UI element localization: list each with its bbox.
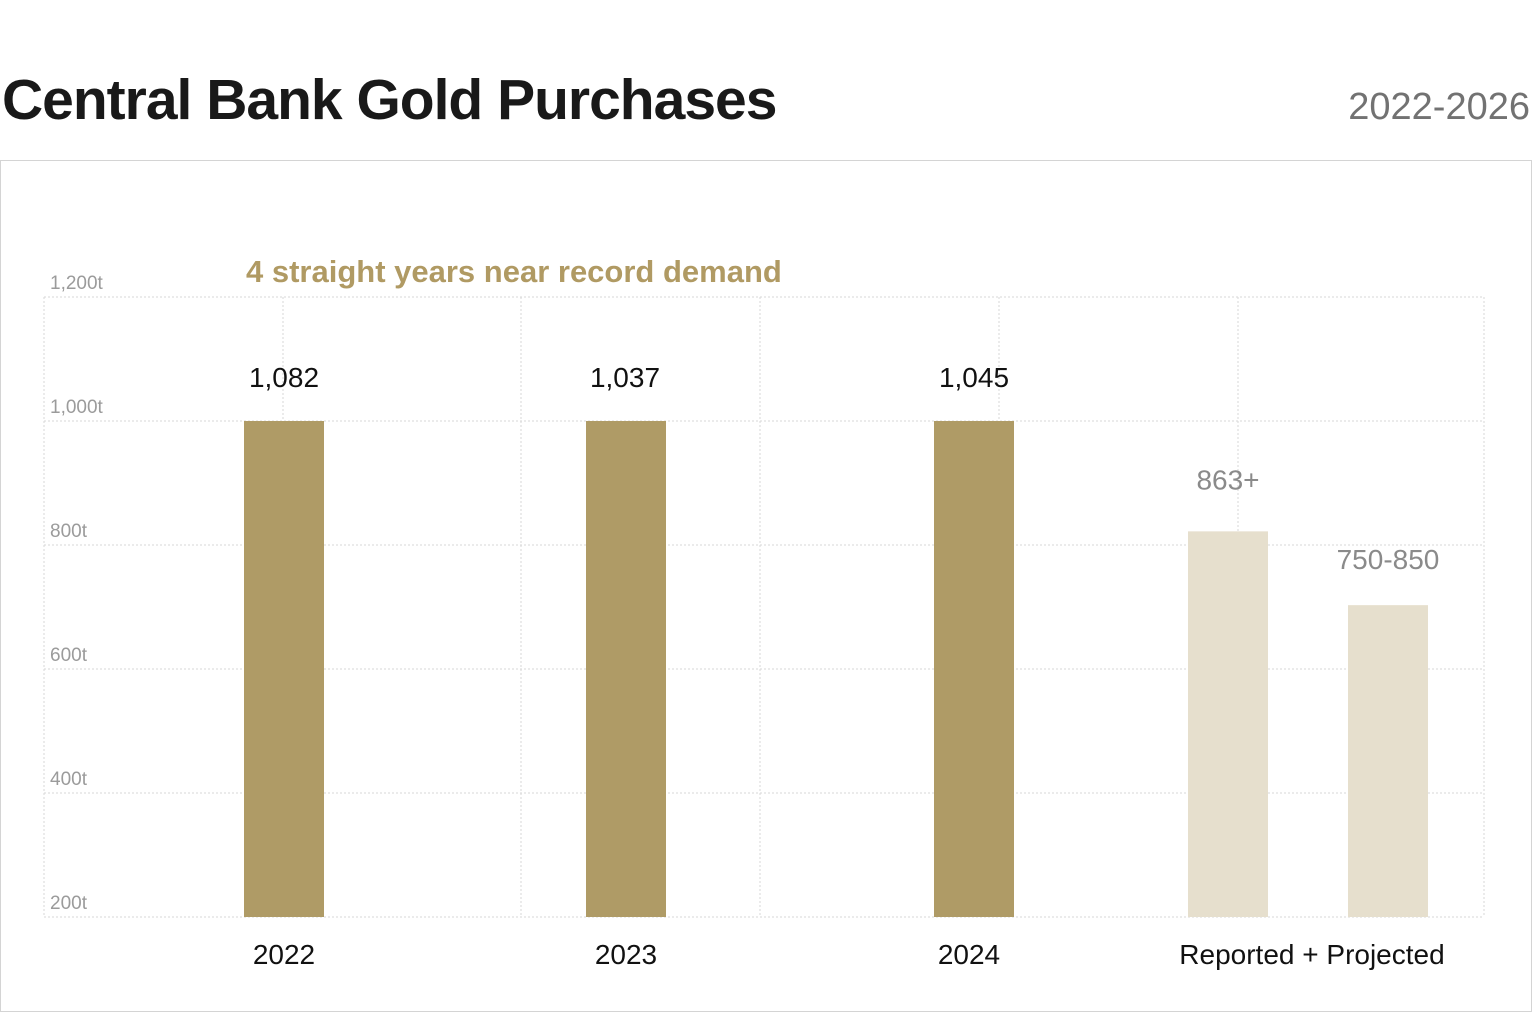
page-title: Central Bank Gold Purchases — [2, 68, 777, 132]
bar-2022 — [244, 421, 324, 917]
bar-value-label: 1,082 — [249, 362, 319, 393]
x-category-label: 2024 — [938, 939, 1000, 970]
y-tick-label: 600t — [50, 645, 88, 666]
bar-value-label: 750-850 — [1337, 544, 1440, 575]
chart-annotation: 4 straight years near record demand — [246, 254, 782, 289]
bars — [244, 421, 1428, 917]
y-axis-ticks: 1,200t 1,000t 800t 600t 400t 200t — [50, 273, 104, 914]
bar-2024 — [934, 421, 1014, 917]
x-category-label: Reported + Projected — [1179, 939, 1444, 970]
y-tick-label: 1,200t — [50, 273, 104, 294]
category-labels: 2022 2023 2024 Reported + Projected — [253, 939, 1445, 970]
x-category-label: 2023 — [595, 939, 657, 970]
value-labels: 1,082 1,037 1,045 863+ 750-850 — [249, 362, 1439, 575]
bar-value-label: 863+ — [1196, 464, 1259, 495]
bar-value-label: 1,045 — [939, 362, 1009, 393]
date-range: 2022-2026 — [1348, 86, 1530, 128]
bar-projected-2 — [1348, 605, 1428, 917]
bar-2023 — [586, 421, 666, 917]
bar-value-label: 1,037 — [590, 362, 660, 393]
bar-projected-1 — [1188, 531, 1268, 917]
y-tick-label: 800t — [50, 521, 88, 542]
x-category-label: 2022 — [253, 939, 315, 970]
y-tick-label: 400t — [50, 769, 88, 790]
y-tick-label: 200t — [50, 893, 88, 914]
y-tick-label: 1,000t — [50, 397, 104, 418]
